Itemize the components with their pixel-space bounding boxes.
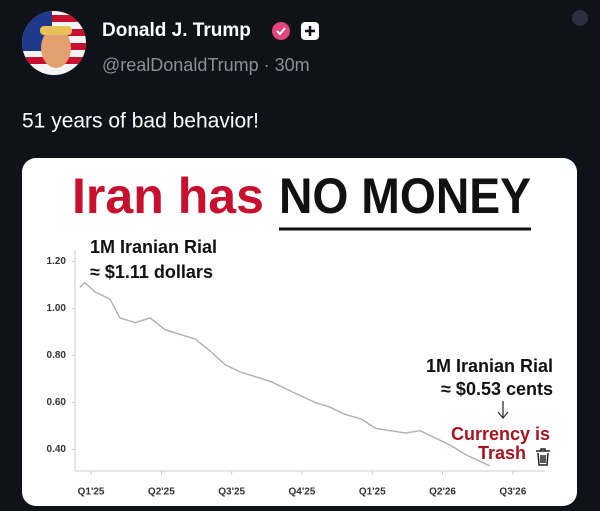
x-tick-label: Q1'25 — [78, 487, 105, 498]
x-tick-label: Q2'25 — [148, 487, 175, 498]
annotation: 1M Iranian Rial — [426, 356, 553, 376]
x-tick-label: Q3'26 — [499, 487, 526, 498]
annotation: ≈ $0.53 cents — [441, 379, 553, 399]
trash-icon — [536, 448, 550, 466]
data-line — [79, 281, 490, 467]
annotation: Currency is — [451, 424, 550, 444]
avatar[interactable] — [22, 11, 86, 75]
x-tick-label: Q2'26 — [429, 487, 456, 498]
y-tick-label: 0.60 — [47, 397, 67, 408]
image-card[interactable] — [22, 158, 577, 506]
annotation: Trash — [478, 443, 526, 463]
check-icon — [276, 27, 286, 36]
x-tick-label: Q3'25 — [218, 487, 245, 498]
y-tick-label: 1.20 — [47, 256, 67, 267]
verified-badge — [272, 22, 290, 40]
x-tick-label: Q1'25 — [359, 487, 386, 498]
y-tick-label: 0.80 — [47, 350, 67, 361]
chart-title: Iran has — [72, 168, 264, 224]
y-tick-label: 1.00 — [47, 303, 67, 314]
annotation: ≈ $1.11 dollars — [90, 262, 213, 282]
annotation: 1M Iranian Rial — [90, 237, 217, 257]
author-handle[interactable]: @realDonaldTrump · 30m — [102, 55, 310, 75]
plus-icon — [305, 26, 315, 36]
y-tick-label: 0.40 — [47, 444, 67, 455]
chart-title-emphasis: NO MONEY — [279, 168, 531, 224]
menu-icon[interactable] — [572, 10, 588, 26]
post-text: 51 years of bad behavior! — [22, 110, 259, 133]
x-tick-label: Q4'25 — [289, 487, 316, 498]
author-name[interactable]: Donald J. Trump — [102, 20, 251, 41]
arrow — [497, 401, 509, 420]
